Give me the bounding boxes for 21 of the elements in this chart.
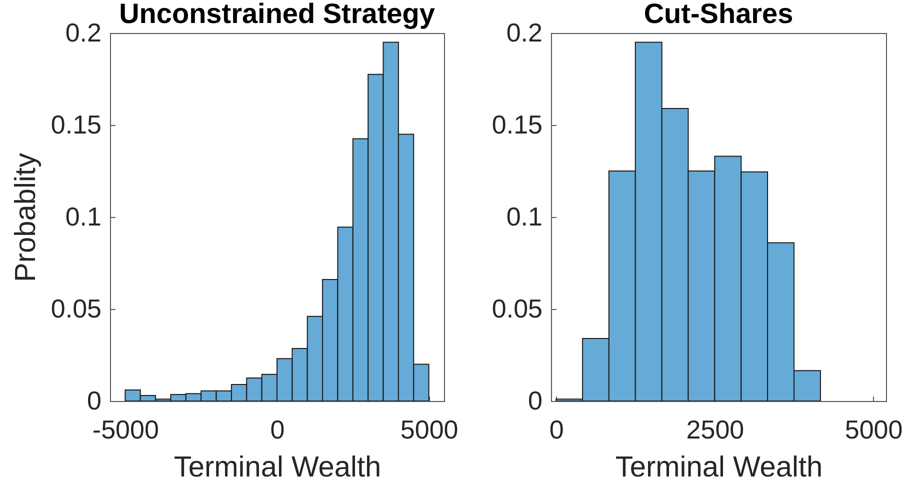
y-tick-label: 0.1 <box>506 202 542 232</box>
x-tick-label: 0 <box>549 414 564 444</box>
chart-title: Unconstrained Strategy <box>119 0 436 29</box>
y-axis-title: Probablity <box>10 152 42 282</box>
y-tick-label: 0.05 <box>492 294 542 324</box>
y-tick-label: 0.2 <box>65 18 102 48</box>
y-tick-label: 0.05 <box>50 294 102 324</box>
y-tick-label: 0.15 <box>492 110 542 140</box>
x-axis-title: Terminal Wealth <box>174 452 382 484</box>
x-axis-title: Terminal Wealth <box>615 452 823 484</box>
x-tick-label: 0 <box>270 414 285 444</box>
x-tick-label: 5000 <box>844 414 903 444</box>
y-tick-label: 0.2 <box>506 18 542 48</box>
y-tick-label: 0 <box>528 386 542 416</box>
x-tick-label: -5000 <box>92 414 159 444</box>
y-tick-label: 0.15 <box>50 110 102 140</box>
y-tick-label: 0.1 <box>65 202 102 232</box>
x-tick-label: 2500 <box>686 414 744 444</box>
y-tick-label: 0 <box>87 386 102 416</box>
chart-title: Cut-Shares <box>644 0 794 29</box>
x-tick-label: 5000 <box>400 414 458 444</box>
